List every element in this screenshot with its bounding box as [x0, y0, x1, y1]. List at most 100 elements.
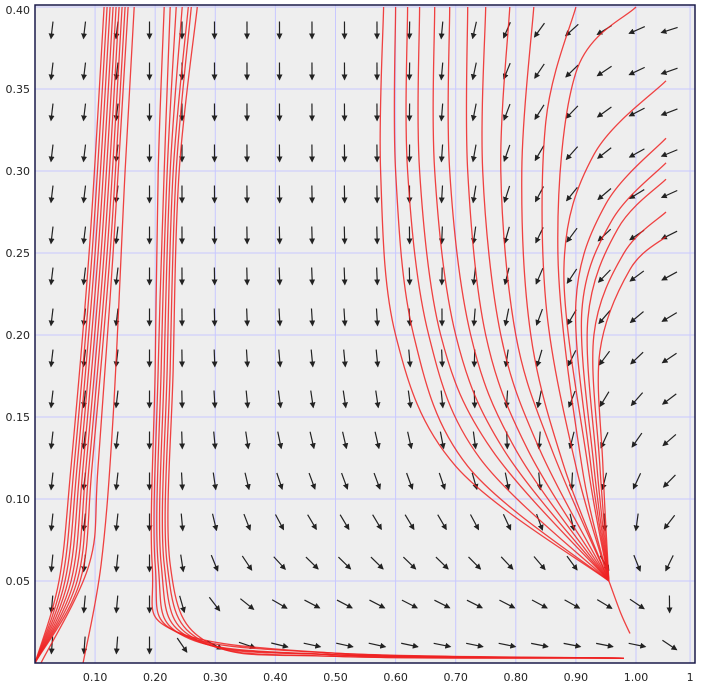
field-arrow: [569, 513, 576, 532]
field-arrow: [81, 390, 88, 409]
field-arrow: [567, 309, 577, 326]
trajectory-curve: [541, 6, 610, 582]
field-arrow: [176, 637, 188, 653]
field-arrow: [81, 103, 88, 122]
field-arrow: [307, 514, 317, 531]
field-arrow: [471, 226, 477, 245]
field-arrow: [565, 64, 579, 78]
field-arrow: [531, 599, 548, 609]
y-tick-label: 0.20: [6, 329, 31, 342]
field-arrow: [113, 472, 120, 491]
field-arrow: [113, 103, 120, 122]
field-arrow: [342, 390, 348, 409]
field-arrow: [632, 473, 642, 490]
field-arrow: [628, 26, 646, 35]
field-arrow: [535, 349, 543, 368]
field-arrow: [660, 67, 678, 75]
plot-frame: [34, 4, 696, 664]
field-arrow: [374, 390, 381, 409]
field-arrow: [48, 267, 55, 286]
field-arrow: [113, 390, 120, 409]
field-arrow: [435, 556, 449, 570]
trajectory-curve: [153, 6, 625, 659]
trajectory-curve: [35, 6, 105, 663]
y-tick-label: 0.35: [6, 83, 31, 96]
field-arrow: [628, 107, 645, 117]
field-arrow: [244, 349, 251, 368]
field-arrow: [434, 599, 451, 609]
field-arrow: [438, 226, 445, 245]
field-arrow: [437, 514, 447, 531]
field-arrow: [48, 62, 55, 81]
field-arrow: [336, 642, 354, 649]
field-arrow: [113, 595, 120, 614]
y-axis-ticks: 0.05 0.10 0.15 0.20 0.25 0.30 0.35 0.40: [6, 4, 31, 588]
trajectory-curve: [393, 6, 610, 582]
field-arrow: [630, 351, 644, 365]
trajectory-curve: [35, 6, 111, 663]
field-arrow: [48, 21, 55, 40]
field-arrow: [274, 514, 285, 531]
field-arrow: [113, 62, 120, 81]
field-arrow: [598, 350, 611, 366]
field-arrow: [469, 514, 480, 531]
trajectory-curve: [161, 6, 625, 659]
field-arrow: [500, 556, 514, 570]
field-arrow: [534, 104, 545, 121]
field-arrow: [113, 636, 120, 655]
x-tick-label: 1.00: [624, 671, 649, 684]
trajectory-curve: [405, 6, 610, 582]
field-arrow: [438, 472, 446, 490]
field-arrow: [81, 595, 88, 614]
field-arrow: [48, 349, 55, 368]
field-arrow: [662, 433, 677, 447]
x-tick-label: 0.80: [504, 671, 529, 684]
field-arrow: [276, 349, 283, 368]
field-arrow: [244, 431, 251, 450]
field-arrow: [373, 472, 382, 490]
field-arrow: [630, 392, 644, 407]
field-arrow: [535, 308, 543, 326]
field-arrow: [113, 226, 120, 245]
y-tick-label: 0.10: [6, 493, 31, 506]
field-arrow: [48, 513, 55, 532]
field-arrow: [660, 189, 678, 199]
field-arrow: [502, 103, 511, 121]
x-tick-label: 1: [687, 671, 694, 684]
field-arrow: [211, 431, 218, 450]
field-arrow: [596, 65, 612, 77]
field-arrow: [336, 599, 353, 609]
field-arrow: [628, 189, 645, 199]
field-arrow: [179, 431, 186, 450]
field-arrow: [407, 431, 414, 450]
field-arrow: [597, 188, 612, 201]
field-arrow: [596, 599, 613, 609]
field-arrow: [368, 642, 387, 649]
field-arrow: [48, 103, 55, 122]
field-arrow: [504, 472, 511, 491]
field-arrow: [81, 226, 88, 245]
field-arrow: [470, 21, 477, 40]
trajectory-curve: [586, 178, 667, 582]
trajectory-curve: [563, 80, 667, 582]
field-arrow: [276, 308, 283, 327]
field-arrow: [565, 105, 579, 119]
field-arrow: [502, 514, 512, 531]
trajectory-curve: [500, 6, 610, 582]
field-arrow: [470, 62, 477, 81]
field-arrow: [564, 599, 581, 609]
trajectories: [35, 6, 667, 663]
field-arrow: [438, 144, 445, 163]
field-arrow: [239, 598, 255, 610]
field-arrow: [503, 308, 510, 327]
field-arrow: [468, 556, 482, 570]
field-arrow: [535, 267, 544, 285]
field-arrow: [662, 474, 676, 488]
field-arrow: [370, 556, 384, 570]
field-arrow: [341, 349, 348, 368]
field-arrow: [633, 513, 640, 532]
field-arrow: [339, 514, 350, 531]
x-tick-label: 0.50: [323, 671, 348, 684]
field-arrow: [179, 472, 186, 491]
